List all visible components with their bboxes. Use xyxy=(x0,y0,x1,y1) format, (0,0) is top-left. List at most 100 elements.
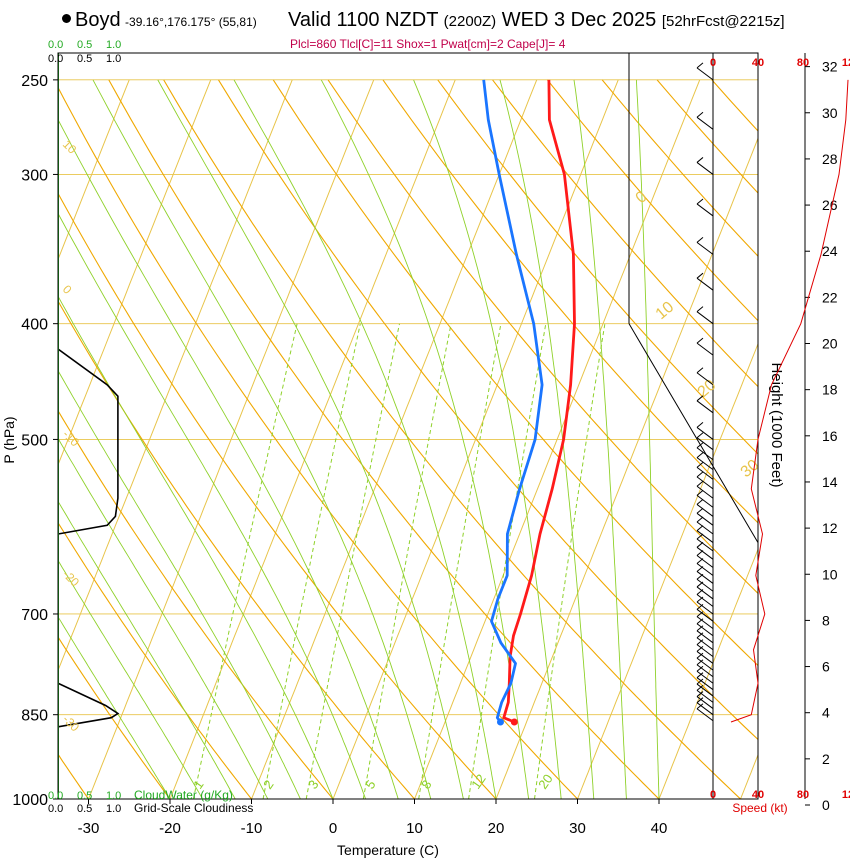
x-axis-label: Temperature (C) xyxy=(337,842,439,858)
x-tick-label: -30 xyxy=(78,820,100,837)
moist-adiabat xyxy=(58,500,236,799)
wind-speed-line xyxy=(730,79,849,723)
cloud-water-scale-top: 0.0 xyxy=(48,39,63,51)
height-tick-label: 20 xyxy=(822,336,838,352)
isotherm-label-left: 0 xyxy=(60,282,75,297)
wind-barb xyxy=(696,555,714,568)
wind-barb xyxy=(696,342,714,356)
wind-barb xyxy=(696,623,714,637)
moist-adiabat xyxy=(58,615,171,799)
moist-adiabat xyxy=(413,79,562,799)
cloudiness-scale-bottom: 1.0 xyxy=(106,803,121,815)
wind-barb-flag xyxy=(696,272,704,279)
wind-barb xyxy=(696,512,714,526)
wind-barb xyxy=(696,594,714,607)
wind-barb-flag xyxy=(696,678,704,685)
height-tick-label: 12 xyxy=(822,520,838,536)
wind-barb-flag xyxy=(696,533,704,540)
isotherm-label-left: -20 xyxy=(60,567,82,589)
wind-barb xyxy=(696,670,714,684)
sounding-params: Plcl=860 Tlcl[C]=11 Shox=1 Pwat[cm]=2 Ca… xyxy=(290,37,566,51)
height-tick-label: 24 xyxy=(822,243,838,259)
wind-barb xyxy=(696,657,714,671)
wind-barb xyxy=(696,427,714,440)
wind-barb-flag xyxy=(696,525,704,531)
height-tick-label: 16 xyxy=(822,428,838,444)
moist-adiabat xyxy=(58,295,334,799)
height-axis-label: Height (1000 Feet) xyxy=(768,362,785,487)
wind-barb-flag xyxy=(696,646,704,652)
wind-barb-flag xyxy=(696,198,704,205)
wind-barb-flag xyxy=(696,603,704,610)
wind-barb xyxy=(696,586,714,600)
height-tick-label: 0 xyxy=(822,797,830,813)
isotherm-line xyxy=(88,79,375,799)
cloudiness-line xyxy=(58,348,120,733)
dewpoint-line xyxy=(482,79,544,723)
dry-adiabat xyxy=(108,79,660,799)
wind-barb-flag xyxy=(696,461,704,468)
speed-scale-bottom: 80 xyxy=(797,789,809,801)
wind-barb-flag xyxy=(696,652,704,659)
speed-scale-bottom: 0 xyxy=(710,789,716,801)
station-location: -39.16°,176.175° (55,81) xyxy=(125,15,257,29)
isotherm-label: 10 xyxy=(653,299,678,324)
height-tick-label: 30 xyxy=(822,105,838,121)
cloudiness-scale-top: 0.5 xyxy=(77,53,92,65)
cloud-water-label: CloudWater (g/Kg) xyxy=(134,788,233,802)
forecast-date: WED 3 Dec 2025 xyxy=(501,9,657,31)
wind-barb xyxy=(696,578,714,592)
speed-scale-top: 40 xyxy=(752,57,764,69)
wind-barb xyxy=(696,616,714,629)
dry-adiabat xyxy=(218,79,758,741)
wind-barb xyxy=(696,664,714,678)
wind-barb-flag xyxy=(696,442,704,449)
wind-barb xyxy=(696,708,714,722)
mixing-ratio-line xyxy=(262,323,361,799)
wind-barb xyxy=(696,457,714,471)
height-tick-label: 2 xyxy=(822,751,830,767)
wind-barb-flag xyxy=(696,672,704,679)
wind-barb-flag xyxy=(696,596,704,603)
y-tick-label: 400 xyxy=(21,317,48,334)
dry-adiabat xyxy=(58,86,578,799)
wind-barb-flag xyxy=(696,111,704,118)
speed-scale-top: 12 xyxy=(842,57,850,69)
x-tick-label: 40 xyxy=(651,820,668,837)
wind-barb-flag xyxy=(696,611,704,617)
moist-adiabat xyxy=(635,79,660,799)
wind-barb-flag xyxy=(696,639,704,646)
wind-barb xyxy=(696,677,714,691)
wind-barb-flag xyxy=(696,471,704,478)
wind-barb xyxy=(696,521,714,535)
wind-barb xyxy=(696,644,714,658)
wind-barb xyxy=(696,494,714,508)
speed-label: Speed (kt) xyxy=(732,801,787,815)
wind-barb-flag xyxy=(696,665,704,672)
cloud-water-scale-top: 1.0 xyxy=(106,39,121,51)
dry-adiabat xyxy=(58,635,171,799)
y-tick-label: 850 xyxy=(21,708,48,725)
moist-adiabat xyxy=(58,369,301,799)
height-tick-label: 14 xyxy=(822,474,838,490)
y-tick-label: 500 xyxy=(21,432,48,449)
dry-adiabat xyxy=(272,79,758,667)
speed-scale-top: 80 xyxy=(797,57,809,69)
wind-barb xyxy=(696,608,714,622)
height-tick-label: 22 xyxy=(822,289,838,305)
wind-barb-flag xyxy=(696,452,704,459)
isotherm-line xyxy=(577,342,758,799)
cloud-water-scale-top: 0.5 xyxy=(77,39,92,51)
wind-barb-flag xyxy=(696,558,704,564)
cloudiness-scale-top: 0.0 xyxy=(48,53,63,65)
wind-barb-flag xyxy=(696,337,704,344)
speed-scale-bottom: 12 xyxy=(842,789,850,801)
cloudiness-scale-bottom: 0.5 xyxy=(77,803,92,815)
isotherm-line xyxy=(495,136,758,799)
x-tick-label: 10 xyxy=(406,820,423,837)
y-tick-label: 1000 xyxy=(12,792,48,809)
wind-barb xyxy=(696,466,714,480)
wind-barb-flag xyxy=(696,367,704,374)
